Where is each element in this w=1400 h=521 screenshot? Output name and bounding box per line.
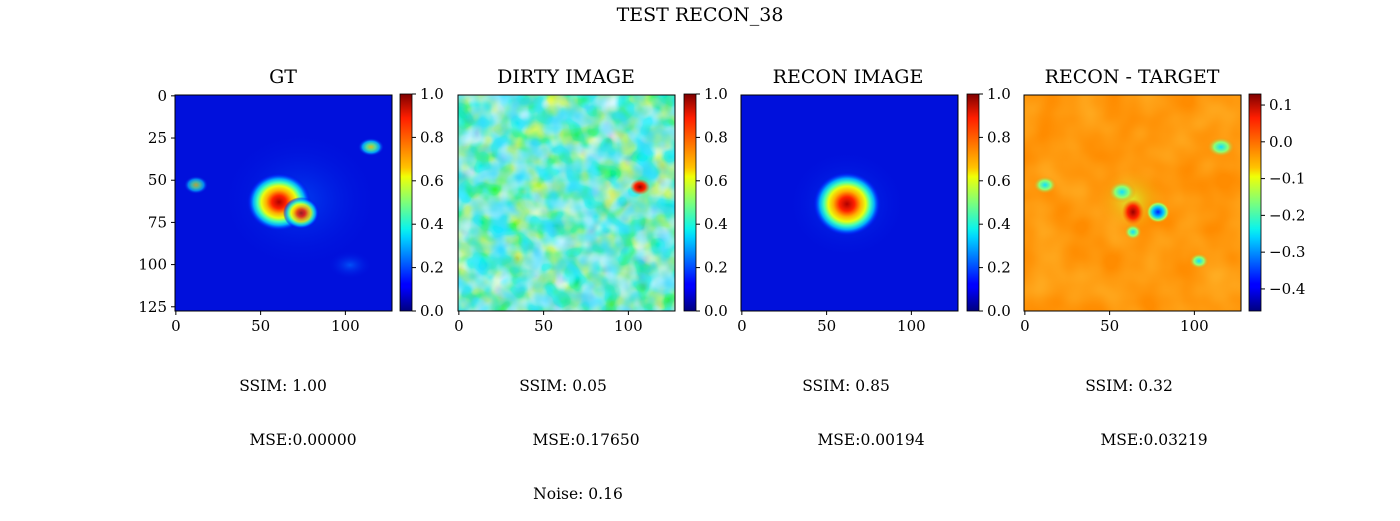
panel-title-dirty: DIRTY IMAGE — [497, 66, 635, 88]
panel-title-gt: GT — [269, 66, 297, 88]
x-tick-label: 50 — [1100, 317, 1119, 335]
metrics-dirty: SSIM: 0.05 MSE:0.17650 Noise: 0.16 — [443, 341, 683, 521]
colorbar-tick-label: 0.6 — [987, 172, 1011, 190]
gt-blob-topright — [358, 138, 384, 156]
panel-diff — [1023, 94, 1242, 312]
colorbar-tick-label: 1.0 — [987, 85, 1011, 103]
diff-ring-bottom — [1124, 224, 1142, 240]
colorbar-tick-label: 0.4 — [704, 215, 728, 233]
dirty-speckle — [458, 95, 675, 311]
colorbar-tick-label: 0.2 — [987, 259, 1011, 277]
gt-source-secondary — [283, 197, 319, 229]
diff-blob-left — [1033, 176, 1057, 194]
colorbar-recon — [966, 93, 980, 312]
colorbar-dirty — [683, 93, 697, 312]
dirty-peak — [630, 179, 650, 195]
x-tick-label: 100 — [897, 317, 926, 335]
metrics-recon: SSIM: 0.85 MSE:0.00194 — [726, 341, 966, 467]
colorbar-tick-label: 0.1 — [1269, 96, 1293, 114]
colorbar-tick-label: 0.4 — [987, 215, 1011, 233]
x-tick-label: 0 — [737, 317, 747, 335]
y-tick-label: 125 — [138, 298, 167, 316]
metric-ssim: SSIM: 1.00 — [239, 377, 327, 395]
metric-mse: MSE:0.00000 — [249, 431, 357, 449]
y-tick-label: 50 — [148, 171, 167, 189]
y-tick-label: 0 — [157, 87, 167, 105]
metrics-diff: SSIM: 0.32 MSE:0.03219 — [1009, 341, 1249, 467]
metric-mse: MSE:0.03219 — [1100, 431, 1208, 449]
colorbar-tick-label: 0.0 — [987, 302, 1011, 320]
colorbar-tick-label: −0.4 — [1269, 280, 1305, 298]
diff-peak — [1122, 199, 1144, 225]
x-tick-label: 0 — [454, 317, 464, 335]
x-tick-label: 50 — [534, 317, 553, 335]
colorbar-tick-label: −0.1 — [1269, 170, 1305, 188]
x-tick-label: 100 — [1180, 317, 1209, 335]
recon-source — [813, 172, 881, 236]
colorbar-tick-label: 0.8 — [704, 128, 728, 146]
colorbar-tick-label: 1.0 — [704, 85, 728, 103]
colorbar-tick-label: 0.0 — [1269, 133, 1293, 151]
panel-gt — [174, 94, 393, 312]
x-tick-label: 100 — [331, 317, 360, 335]
colorbar-gt — [399, 93, 413, 312]
y-tick-label: 100 — [138, 256, 167, 274]
gt-blob-left — [184, 176, 208, 194]
metric-ssim: SSIM: 0.32 — [1085, 377, 1173, 395]
y-tick-label: 75 — [148, 213, 167, 231]
panel-title-recon: RECON IMAGE — [772, 66, 924, 88]
panel-dirty — [457, 94, 676, 312]
colorbar-diff — [1248, 93, 1262, 312]
figure-canvas: 0 50 100 0 25 50 75 100 125 0.0 0.2 0.4 0.6 0.8 1.0 0 50… — [138, 85, 1305, 335]
metric-noise: Noise: 0.16 — [533, 485, 623, 503]
metric-ssim: SSIM: 0.85 — [802, 377, 890, 395]
diff-blob-topright — [1207, 137, 1235, 157]
colorbar-tick-label: 0.8 — [420, 128, 444, 146]
colorbar-tick-label: 1.0 — [420, 85, 444, 103]
panel-title-diff: RECON - TARGET — [1044, 66, 1220, 88]
diff-ring-left — [1108, 181, 1136, 203]
metric-mse: MSE:0.00194 — [817, 431, 925, 449]
colorbar-tick-label: 0.6 — [420, 172, 444, 190]
colorbar-tick-label: −0.2 — [1269, 206, 1305, 224]
colorbar-tick-label: 0.0 — [420, 302, 444, 320]
metric-mse: MSE:0.17650 — [532, 431, 640, 449]
gt-faint-blob — [328, 251, 372, 279]
colorbar-tick-label: 0.4 — [420, 215, 444, 233]
x-tick-label: 50 — [251, 317, 270, 335]
colorbar-tick-label: 0.6 — [704, 172, 728, 190]
colorbar-tick-label: −0.3 — [1269, 243, 1305, 261]
colorbar-tick-label: 0.8 — [987, 128, 1011, 146]
figure-title: TEST RECON_38 — [616, 4, 784, 26]
metrics-gt: SSIM: 1.00 MSE:0.00000 — [163, 341, 403, 467]
x-tick-label: 0 — [1020, 317, 1030, 335]
colorbar-tick-label: 0.2 — [420, 259, 444, 277]
colorbar-tick-label: 0.0 — [704, 302, 728, 320]
x-tick-label: 100 — [614, 317, 643, 335]
metric-ssim: SSIM: 0.05 — [519, 377, 607, 395]
panel-recon — [740, 94, 959, 312]
colorbar-tick-label: 0.2 — [704, 259, 728, 277]
y-tick-label: 25 — [148, 129, 167, 147]
diff-hole — [1146, 201, 1170, 223]
diff-blob-bottomright — [1189, 253, 1209, 269]
x-tick-label: 0 — [171, 317, 181, 335]
x-tick-label: 50 — [817, 317, 836, 335]
axis-ticks: 0 50 100 0 25 50 75 100 125 0.0 0.2 0.4 0.6 0.8 1.0 0 50… — [138, 85, 1305, 335]
